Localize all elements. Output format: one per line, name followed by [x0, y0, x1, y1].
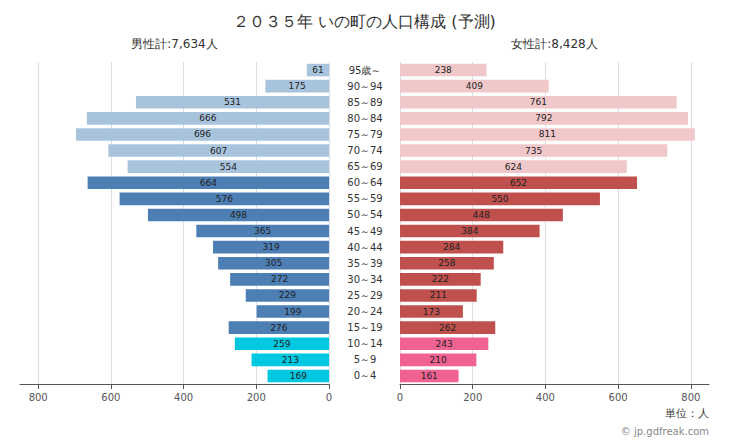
svg-text:２０３５年 いの町の人口構成 (予測): ２０３５年 いの町の人口構成 (予測): [233, 12, 496, 31]
svg-text:199: 199: [284, 307, 301, 317]
svg-text:811: 811: [539, 129, 556, 139]
svg-text:10～14: 10～14: [347, 338, 382, 349]
svg-text:305: 305: [265, 258, 282, 268]
svg-text:40～44: 40～44: [347, 242, 382, 253]
svg-text:624: 624: [505, 162, 522, 172]
svg-text:792: 792: [535, 113, 552, 123]
svg-text:652: 652: [510, 178, 527, 188]
svg-text:365: 365: [254, 226, 271, 236]
svg-text:238: 238: [435, 65, 452, 75]
svg-text:161: 161: [421, 371, 438, 381]
svg-text:5～9: 5～9: [354, 354, 377, 365]
svg-text:169: 169: [290, 371, 307, 381]
svg-text:800: 800: [29, 392, 48, 403]
svg-text:664: 664: [200, 178, 217, 188]
svg-text:0: 0: [397, 392, 403, 403]
svg-text:210: 210: [430, 355, 447, 365]
svg-text:61: 61: [312, 65, 323, 75]
svg-text:70～74: 70～74: [347, 145, 382, 156]
svg-text:666: 666: [199, 113, 216, 123]
svg-text:95歳～: 95歳～: [349, 65, 382, 76]
svg-text:200: 200: [247, 392, 266, 403]
svg-text:554: 554: [220, 162, 237, 172]
svg-text:400: 400: [536, 392, 555, 403]
svg-text:258: 258: [438, 258, 455, 268]
svg-text:60～64: 60～64: [347, 177, 382, 188]
svg-text:200: 200: [463, 392, 482, 403]
svg-text:319: 319: [262, 242, 279, 252]
svg-text:284: 284: [443, 242, 460, 252]
svg-text:243: 243: [436, 339, 453, 349]
svg-text:20～24: 20～24: [347, 306, 382, 317]
svg-text:409: 409: [466, 81, 483, 91]
svg-text:211: 211: [430, 290, 447, 300]
svg-text:0: 0: [326, 392, 332, 403]
svg-text:175: 175: [289, 81, 306, 91]
svg-text:85～89: 85～89: [347, 97, 382, 108]
svg-text:90～94: 90～94: [347, 81, 382, 92]
svg-text:259: 259: [273, 339, 290, 349]
svg-text:65～69: 65～69: [347, 161, 382, 172]
svg-text:© jp.gdfreak.com: © jp.gdfreak.com: [621, 426, 709, 437]
svg-text:498: 498: [230, 210, 247, 220]
svg-text:25～29: 25～29: [347, 290, 382, 301]
svg-text:735: 735: [525, 146, 542, 156]
svg-text:600: 600: [101, 392, 120, 403]
svg-text:35～39: 35～39: [347, 258, 382, 269]
svg-text:229: 229: [279, 290, 296, 300]
svg-text:30～34: 30～34: [347, 274, 382, 285]
svg-text:576: 576: [216, 194, 233, 204]
svg-text:15～19: 15～19: [347, 322, 382, 333]
svg-text:800: 800: [681, 392, 700, 403]
svg-text:50～54: 50～54: [347, 209, 382, 220]
svg-text:173: 173: [423, 307, 440, 317]
svg-text:75～79: 75～79: [347, 129, 382, 140]
svg-text:607: 607: [210, 146, 227, 156]
svg-text:単位：人: 単位：人: [665, 407, 709, 420]
svg-text:213: 213: [282, 355, 299, 365]
svg-text:400: 400: [174, 392, 193, 403]
svg-text:550: 550: [491, 194, 508, 204]
svg-text:45～49: 45～49: [347, 226, 382, 237]
svg-text:600: 600: [609, 392, 628, 403]
svg-text:0～4: 0～4: [354, 370, 377, 381]
svg-text:55～59: 55～59: [347, 193, 382, 204]
svg-text:384: 384: [461, 226, 478, 236]
svg-text:女性計:8,428人: 女性計:8,428人: [511, 37, 597, 51]
svg-text:80～84: 80～84: [347, 113, 382, 124]
svg-text:531: 531: [224, 97, 241, 107]
svg-text:448: 448: [473, 210, 490, 220]
svg-text:276: 276: [270, 323, 287, 333]
svg-text:222: 222: [432, 274, 449, 284]
svg-text:272: 272: [271, 274, 288, 284]
svg-text:男性計:7,634人: 男性計:7,634人: [131, 37, 217, 51]
svg-text:696: 696: [194, 129, 211, 139]
svg-text:262: 262: [439, 323, 456, 333]
svg-text:761: 761: [530, 97, 547, 107]
